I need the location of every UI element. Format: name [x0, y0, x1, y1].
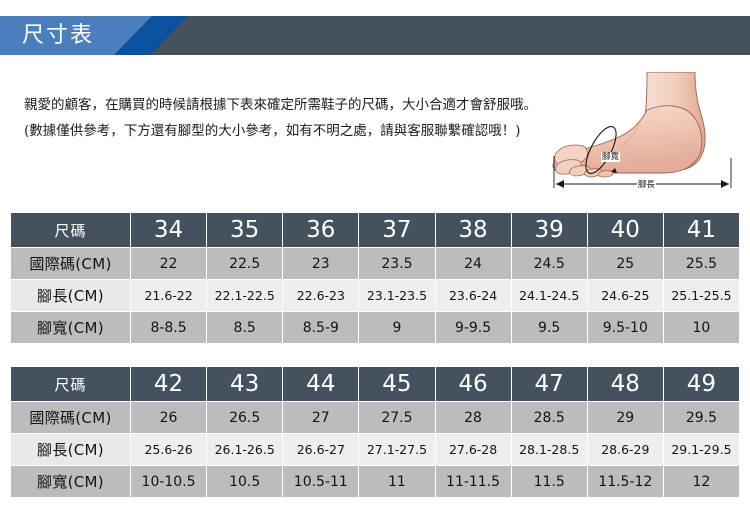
data-cell: 25.1-25.5	[662, 279, 741, 312]
table-row: 腳長(CM) 25.6-26 26.1-26.5 26.6-27 27.1-27…	[10, 433, 741, 466]
foot-width-arrow-head	[611, 168, 617, 173]
header-size-cell: 38	[434, 212, 512, 248]
data-cell: 24.6-25	[586, 279, 664, 312]
data-cell: 22.5	[206, 247, 284, 280]
data-cell: 10.5-11	[282, 465, 360, 498]
header-size-cell: 35	[206, 212, 284, 248]
header-size-cell: 42	[129, 366, 208, 402]
data-cell: 24.5	[510, 247, 588, 280]
data-cell: 12	[662, 465, 741, 498]
data-cell: 9.5-10	[586, 311, 664, 344]
data-cell: 8.5-9	[282, 311, 360, 344]
header-size-cell: 34	[129, 212, 208, 248]
header-size-cell: 45	[358, 366, 436, 402]
data-cell: 27.5	[358, 401, 436, 434]
data-cell: 26.1-26.5	[206, 433, 284, 466]
header-size-cell: 36	[282, 212, 360, 248]
data-cell: 22	[129, 247, 208, 280]
data-cell: 28.1-28.5	[510, 433, 588, 466]
data-cell: 8-8.5	[129, 311, 208, 344]
data-cell: 28.6-29	[586, 433, 664, 466]
data-cell: 10.5	[206, 465, 284, 498]
data-cell: 11-11.5	[434, 465, 512, 498]
table-row: 國際碼(CM) 22 22.5 23 23.5 24 24.5 25 25.5	[10, 247, 741, 280]
header-size-cell: 37	[358, 212, 436, 248]
header-row-label: 尺碼	[10, 366, 131, 402]
banner-slate-segment	[112, 16, 750, 55]
data-cell: 11.5-12	[586, 465, 664, 498]
banner-lightblue-segment	[0, 16, 152, 55]
table-row: 國際碼(CM) 26 26.5 27 27.5 28 28.5 29 29.5	[10, 401, 741, 434]
foot-measurement-diagram	[543, 72, 743, 194]
data-cell: 28	[434, 401, 512, 434]
data-cell: 23.5	[358, 247, 436, 280]
foot-illustration	[552, 72, 732, 188]
header-size-cell: 41	[662, 212, 741, 248]
row-label: 腳長(CM)	[10, 433, 131, 466]
table-row: 腳長(CM) 21.6-22 22.1-22.5 22.6-23 23.1-23…	[10, 279, 741, 312]
data-cell: 22.1-22.5	[206, 279, 284, 312]
length-arrow-right	[721, 180, 729, 188]
data-cell: 23.1-23.5	[358, 279, 436, 312]
data-cell: 28.5	[510, 401, 588, 434]
data-cell: 25	[586, 247, 664, 280]
row-label: 國際碼(CM)	[10, 401, 131, 434]
header-size-cell: 48	[586, 366, 664, 402]
foot-instep-crease	[618, 123, 640, 149]
banner-darkblue-segment	[105, 16, 188, 55]
page-title: 尺寸表	[22, 23, 95, 48]
data-cell: 27.1-27.5	[358, 433, 436, 466]
data-cell: 23	[282, 247, 360, 280]
size-table-small: 尺碼 34 35 36 37 38 39 40 41 國際碼(CM) 22 22…	[10, 212, 741, 344]
row-label: 國際碼(CM)	[10, 247, 131, 280]
foot-length-label: 腳長	[637, 180, 657, 190]
data-cell: 11	[358, 465, 436, 498]
header-size-cell: 46	[434, 366, 512, 402]
data-cell: 26	[129, 401, 208, 434]
header-size-cell: 44	[282, 366, 360, 402]
row-label: 腳寬(CM)	[10, 311, 131, 344]
data-cell: 25.5	[662, 247, 741, 280]
foot-width-label: 腳寬	[601, 152, 621, 162]
row-label: 腳寬(CM)	[10, 465, 131, 498]
foot-toe-5	[597, 170, 614, 178]
data-cell: 26.5	[206, 401, 284, 434]
table-row: 腳寬(CM) 10-10.5 10.5 10.5-11 11 11-11.5 1…	[10, 465, 741, 498]
length-arrow-left	[556, 180, 564, 188]
header-row-label: 尺碼	[10, 212, 131, 248]
header-size-cell: 39	[510, 212, 588, 248]
data-cell: 29	[586, 401, 664, 434]
banner-shapes	[0, 16, 750, 55]
row-label: 腳長(CM)	[10, 279, 131, 312]
header-size-cell: 40	[586, 212, 664, 248]
data-cell: 23.6-24	[434, 279, 512, 312]
size-table-large: 尺碼 42 43 44 45 46 47 48 49 國際碼(CM) 26 26…	[10, 366, 741, 498]
data-cell: 10-10.5	[129, 465, 208, 498]
table-header-row: 尺碼 42 43 44 45 46 47 48 49	[10, 366, 741, 402]
header-size-cell: 47	[510, 366, 588, 402]
data-cell: 25.6-26	[129, 433, 208, 466]
data-cell: 24.1-24.5	[510, 279, 588, 312]
header-banner	[0, 16, 750, 55]
header-size-cell: 49	[662, 366, 741, 402]
header-size-cell: 43	[206, 366, 284, 402]
data-cell: 10	[662, 311, 741, 344]
data-cell: 9.5	[510, 311, 588, 344]
data-cell: 8.5	[206, 311, 284, 344]
data-cell: 29.1-29.5	[662, 433, 741, 466]
table-row: 腳寬(CM) 8-8.5 8.5 8.5-9 9 9-9.5 9.5 9.5-1…	[10, 311, 741, 344]
data-cell: 9-9.5	[434, 311, 512, 344]
data-cell: 24	[434, 247, 512, 280]
data-cell: 9	[358, 311, 436, 344]
table-header-row: 尺碼 34 35 36 37 38 39 40 41	[10, 212, 741, 248]
data-cell: 27.6-28	[434, 433, 512, 466]
data-cell: 27	[282, 401, 360, 434]
intro-paragraph: 親愛的顧客，在購買的時候請根據下表來確定所需鞋子的尺碼，大小合適才會舒服哦。 (…	[24, 97, 537, 139]
data-cell: 11.5	[510, 465, 588, 498]
data-cell: 22.6-23	[282, 279, 360, 312]
data-cell: 26.6-27	[282, 433, 360, 466]
data-cell: 21.6-22	[129, 279, 208, 312]
data-cell: 29.5	[662, 401, 741, 434]
